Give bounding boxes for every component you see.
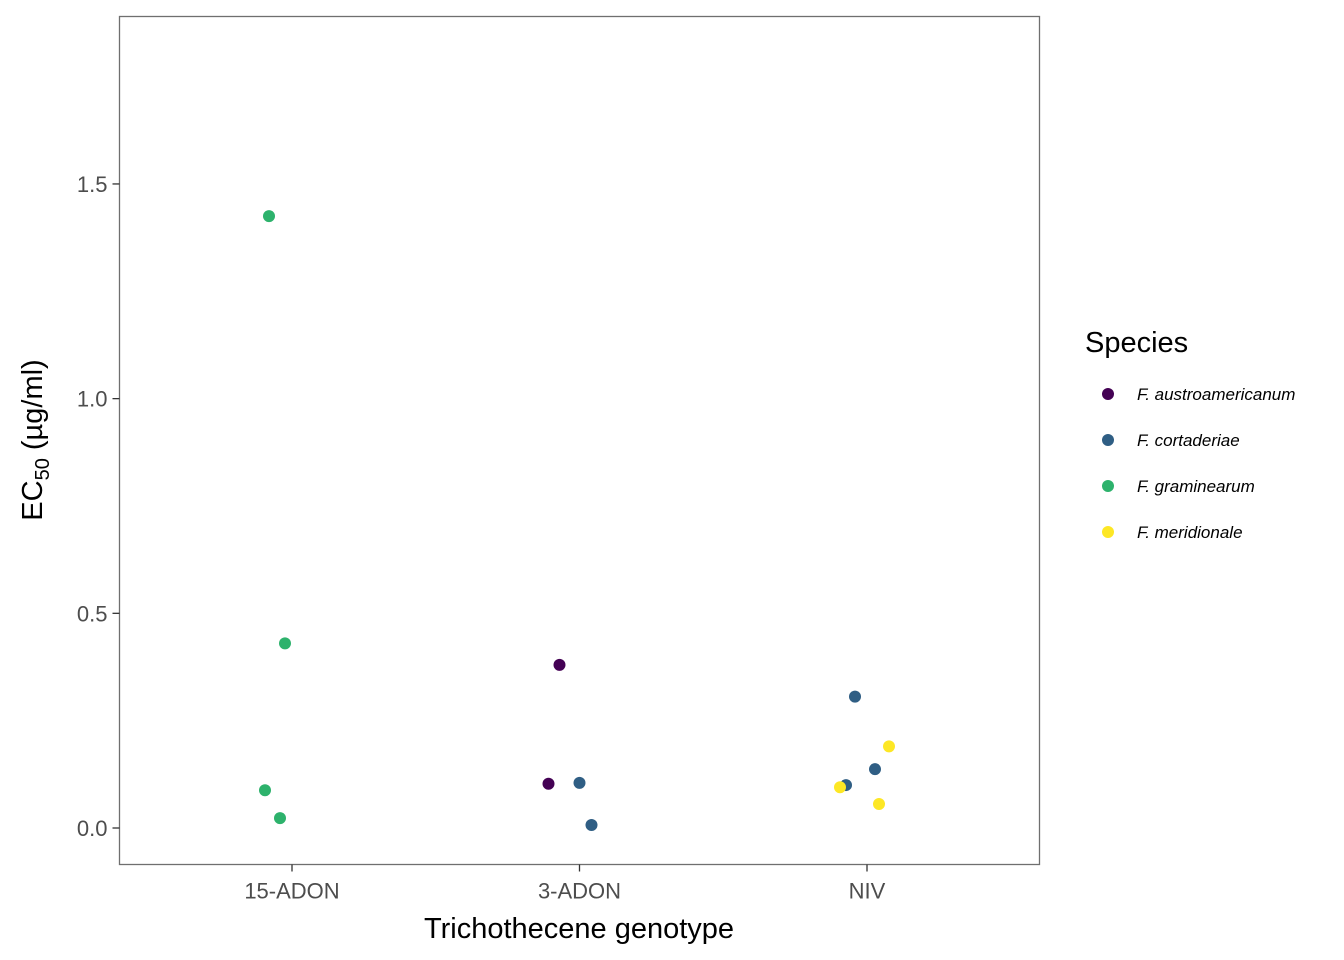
- legend-key: [1102, 526, 1114, 538]
- data-point: [585, 818, 598, 831]
- y-axis: 0.0 0.5 1.0 1.5: [77, 172, 120, 841]
- data-point: [553, 658, 566, 671]
- data-point: [869, 763, 881, 776]
- legend: Species F. austroamericanum F. cortaderia…: [1085, 327, 1295, 542]
- y-tick-label: 1.0: [77, 387, 108, 412]
- y-axis-title: EC50 (µg/ml): [17, 359, 54, 520]
- y-tick-label: 0.5: [77, 601, 108, 626]
- y-tick-label: 0.0: [77, 816, 108, 841]
- data-points: [259, 210, 895, 831]
- legend-key: [1102, 388, 1114, 400]
- data-point: [834, 781, 846, 794]
- data-point: [542, 777, 555, 790]
- data-point: [883, 740, 895, 753]
- data-point: [274, 812, 286, 825]
- x-tick-label: NIV: [849, 879, 886, 904]
- data-point: [573, 776, 586, 789]
- plot-panel: [118, 15, 1041, 866]
- y-tick-label: 1.5: [77, 172, 108, 197]
- data-point: [849, 690, 861, 703]
- x-axis: 15-ADON 3-ADON NIV: [244, 864, 886, 904]
- legend-label: F. meridionale: [1137, 523, 1243, 542]
- legend-key: [1102, 434, 1114, 446]
- data-point: [259, 784, 271, 797]
- legend-key: [1102, 480, 1114, 492]
- legend-label: F. cortaderiae: [1137, 431, 1240, 450]
- data-point: [279, 637, 291, 650]
- legend-title: Species: [1085, 327, 1188, 359]
- legend-label: F. graminearum: [1137, 477, 1255, 496]
- legend-label: F. austroamericanum: [1137, 385, 1295, 404]
- data-point: [263, 210, 275, 223]
- x-axis-title: Trichothecene genotype: [424, 913, 734, 945]
- data-point: [873, 797, 885, 810]
- x-tick-label: 3-ADON: [538, 879, 621, 904]
- x-tick-label: 15-ADON: [244, 879, 339, 904]
